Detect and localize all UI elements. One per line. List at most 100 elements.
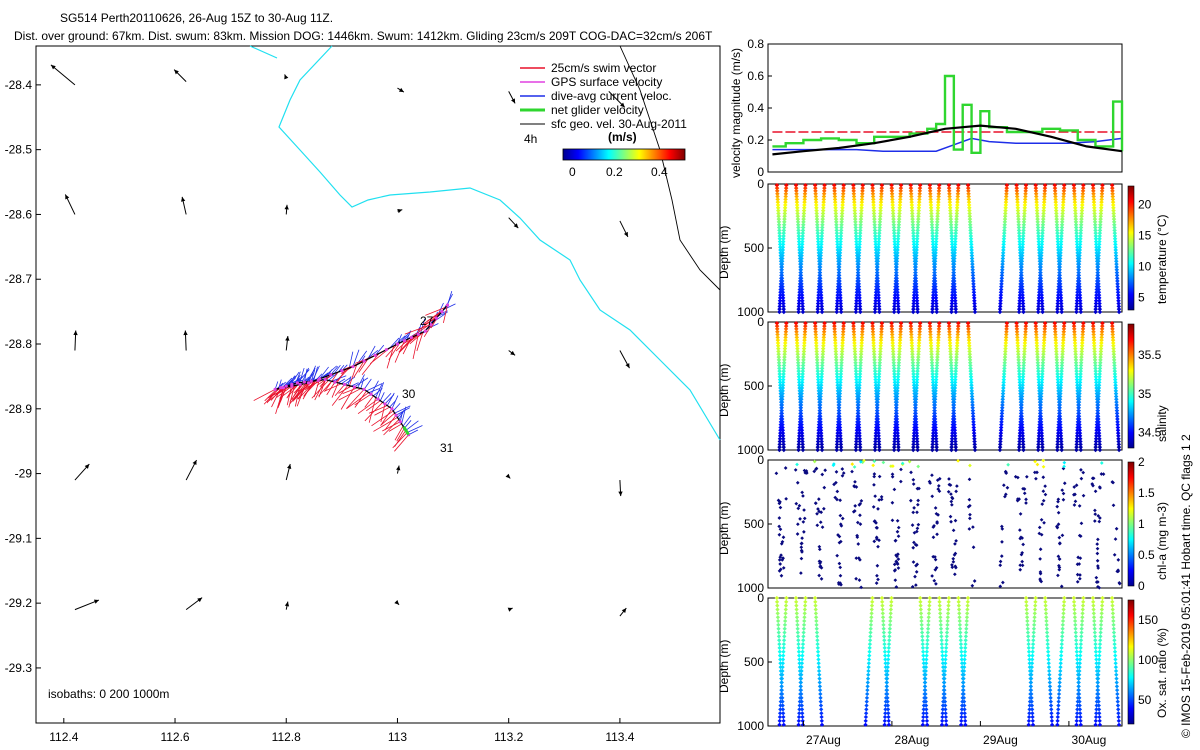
swim-vector xyxy=(364,395,374,408)
oxygen-marker xyxy=(957,611,962,616)
salinity-marker xyxy=(1021,357,1027,363)
salinity-marker xyxy=(955,340,960,346)
salinity-marker xyxy=(911,368,916,374)
temperature-marker xyxy=(796,301,802,306)
salinity-marker xyxy=(838,433,843,439)
temperature-marker xyxy=(1036,247,1042,253)
salinity-marker xyxy=(949,444,954,450)
salinity-marker xyxy=(1039,377,1045,382)
oxygen-marker xyxy=(888,618,893,624)
chl-marker xyxy=(951,556,956,561)
salinity-marker xyxy=(916,354,921,360)
chl-marker xyxy=(1035,462,1040,467)
oxygen-marker xyxy=(1072,607,1077,612)
oxygen-marker xyxy=(1023,595,1029,601)
chl-marker xyxy=(949,492,953,496)
chl-marker xyxy=(1091,476,1096,481)
chl-marker xyxy=(933,506,938,510)
oxygen-marker xyxy=(1030,641,1036,647)
salinity-marker xyxy=(853,368,859,374)
salinity-marker xyxy=(777,374,783,380)
salinity-marker xyxy=(910,447,916,453)
salinity-marker xyxy=(947,335,952,340)
salinity-marker xyxy=(949,433,955,439)
temperature-marker xyxy=(1078,228,1084,233)
salinity-marker xyxy=(1033,326,1039,332)
chl-marker xyxy=(1040,502,1045,506)
salinity-marker xyxy=(1038,402,1043,408)
salinity-marker xyxy=(781,366,787,371)
oxygen-marker xyxy=(1096,661,1102,666)
temperature-marker xyxy=(855,273,861,278)
temperature-marker xyxy=(798,270,803,275)
chl-marker xyxy=(1038,557,1042,561)
oxygen-marker xyxy=(919,626,925,631)
salinity-marker xyxy=(1017,374,1022,380)
oxygen-marker xyxy=(1100,595,1105,601)
oxygen-marker xyxy=(869,615,874,620)
salinity-marker xyxy=(857,430,862,436)
temperature-marker xyxy=(1096,242,1102,247)
oxygen-marker xyxy=(1079,626,1084,631)
oxygen-marker xyxy=(1076,684,1081,689)
salinity-marker xyxy=(1001,385,1006,391)
chl-marker xyxy=(915,502,920,507)
salinity-marker xyxy=(875,388,881,394)
salinity-marker xyxy=(999,413,1005,419)
salinity-marker xyxy=(851,323,856,329)
chl-marker xyxy=(890,500,895,505)
chl-marker xyxy=(947,477,951,481)
oxygen-marker xyxy=(1030,649,1035,654)
section-y-tick-label: 0 xyxy=(757,453,764,467)
chl-marker xyxy=(804,471,809,475)
salinity-marker xyxy=(1015,335,1020,340)
salinity-marker xyxy=(837,388,843,394)
swim-vector xyxy=(340,386,355,410)
oxygen-marker xyxy=(782,630,787,635)
salinity-marker xyxy=(968,374,974,380)
salinity-marker xyxy=(1018,411,1024,416)
temperature-marker xyxy=(950,287,955,292)
oxygen-marker xyxy=(1075,657,1080,662)
oxygen-marker xyxy=(818,699,823,704)
salinity-marker xyxy=(878,349,883,354)
chl-marker xyxy=(817,497,821,501)
oxygen-marker xyxy=(1057,684,1062,689)
oxygen-marker xyxy=(1047,668,1052,674)
dac-vector xyxy=(341,377,351,385)
oxygen-marker xyxy=(887,626,892,631)
salinity-marker xyxy=(932,402,938,408)
salinity-marker xyxy=(1055,436,1061,441)
temperature-marker xyxy=(1058,239,1064,244)
salinity-marker xyxy=(816,428,821,433)
geo-vector-head xyxy=(398,87,404,93)
oxygen-marker xyxy=(777,718,782,724)
salinity-marker xyxy=(780,377,786,382)
dac-vector xyxy=(315,373,323,381)
chl-marker xyxy=(1117,581,1122,586)
chl-marker xyxy=(892,568,897,573)
salinity-marker xyxy=(779,397,785,402)
section-y-tick-label: 0 xyxy=(757,177,764,191)
temperature-marker xyxy=(1059,304,1064,309)
salinity-marker xyxy=(1061,337,1066,343)
salinity-marker xyxy=(929,357,935,363)
temperature-marker xyxy=(1058,247,1063,253)
salinity-marker xyxy=(1098,357,1103,363)
salinity-marker xyxy=(934,447,940,453)
chl-marker xyxy=(933,567,938,572)
temperature-marker xyxy=(892,301,897,306)
temperature-marker xyxy=(799,256,804,261)
temperature-marker xyxy=(1039,290,1044,295)
oxygen-marker xyxy=(957,615,962,620)
map-x-tick-label: 112.4 xyxy=(49,730,78,744)
salinity-marker xyxy=(952,433,958,439)
salinity-marker xyxy=(955,323,961,329)
temperature-marker xyxy=(1096,292,1102,298)
oxygen-marker xyxy=(927,599,932,604)
salinity-marker xyxy=(1116,447,1122,453)
chl-marker xyxy=(910,584,915,589)
temperature-marker xyxy=(874,281,879,287)
oxygen-marker xyxy=(1098,638,1103,643)
salinity-marker xyxy=(1022,349,1027,354)
